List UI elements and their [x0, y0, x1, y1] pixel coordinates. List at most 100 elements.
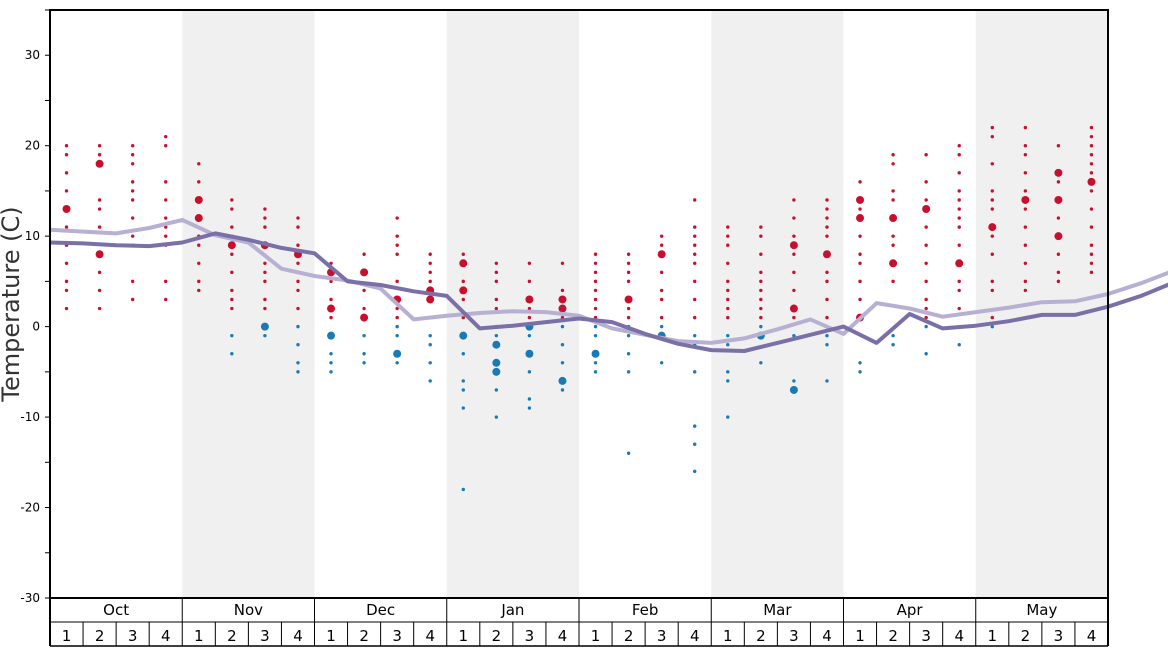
- data-point: [395, 252, 399, 256]
- data-point: [197, 288, 201, 293]
- data-point: [759, 324, 763, 329]
- data-point: [164, 225, 168, 229]
- data-point: [64, 306, 69, 311]
- data-point: [792, 270, 796, 275]
- data-point: [825, 270, 829, 275]
- data-point: [459, 331, 468, 340]
- data-point: [227, 241, 236, 250]
- data-point: [593, 333, 598, 338]
- data-point: [130, 297, 135, 302]
- data-point: [494, 333, 499, 338]
- week-label: 4: [293, 627, 303, 645]
- data-point: [759, 315, 763, 320]
- data-point: [560, 288, 565, 293]
- data-point: [194, 195, 203, 204]
- data-point: [1054, 195, 1063, 204]
- data-point: [759, 306, 763, 311]
- week-label: 4: [558, 627, 568, 645]
- data-point: [230, 225, 234, 229]
- data-point: [64, 153, 69, 157]
- data-point: [693, 424, 697, 428]
- data-point: [990, 198, 994, 202]
- data-point: [97, 225, 102, 229]
- data-point: [1087, 177, 1096, 186]
- data-point: [1089, 171, 1094, 175]
- data-point: [64, 143, 69, 148]
- data-point: [990, 189, 994, 193]
- data-point: [858, 261, 862, 265]
- week-label: 4: [425, 627, 435, 645]
- data-point: [825, 333, 829, 338]
- data-point: [263, 333, 267, 338]
- data-point: [726, 243, 730, 247]
- data-point: [428, 261, 432, 265]
- data-point: [957, 216, 961, 220]
- data-point: [428, 343, 432, 347]
- week-label: 2: [95, 627, 105, 645]
- data-point: [858, 370, 862, 374]
- data-point: [792, 379, 796, 383]
- data-point: [459, 259, 468, 268]
- data-point: [130, 279, 135, 284]
- data-point: [626, 270, 631, 275]
- data-point: [957, 171, 961, 175]
- data-point: [626, 279, 631, 284]
- data-point: [362, 288, 366, 293]
- data-point: [659, 270, 664, 275]
- data-point: [825, 297, 829, 302]
- data-point: [789, 385, 798, 394]
- data-point: [130, 189, 135, 193]
- data-point: [759, 361, 763, 365]
- week-label: 3: [525, 627, 535, 645]
- data-point: [263, 297, 267, 302]
- y-tick-label: 30: [25, 48, 40, 62]
- data-point: [858, 297, 862, 302]
- data-point: [593, 297, 598, 302]
- data-point: [792, 216, 796, 220]
- data-point: [327, 304, 336, 313]
- data-point: [164, 143, 168, 148]
- data-point: [726, 297, 730, 302]
- data-point: [693, 279, 697, 284]
- data-point: [626, 306, 631, 311]
- data-point: [990, 162, 994, 166]
- data-point: [395, 361, 399, 365]
- data-point: [95, 250, 104, 259]
- data-point: [130, 180, 135, 184]
- data-point: [957, 198, 961, 202]
- data-point: [494, 279, 499, 284]
- data-point: [64, 279, 69, 284]
- data-point: [1023, 143, 1028, 148]
- data-point: [891, 189, 895, 193]
- data-point: [1089, 225, 1094, 229]
- data-point: [560, 388, 565, 392]
- data-point: [1023, 207, 1028, 211]
- data-point: [164, 234, 168, 238]
- x-axis: Oct 1 2 3 4 Nov 1 2 3 4 Dec 1 2 3 4 Jan 1 2 3 4 Feb 1 2 3 4 Mar 1 2…: [49, 598, 1109, 647]
- week-label: 2: [492, 627, 502, 645]
- data-point: [1089, 261, 1094, 265]
- month-label: Apr: [897, 601, 924, 619]
- y-tick-label: -10: [20, 410, 40, 424]
- data-point: [693, 469, 697, 474]
- data-point: [64, 189, 69, 193]
- data-point: [62, 205, 71, 214]
- data-point: [593, 370, 598, 374]
- data-point: [988, 223, 997, 232]
- data-point: [759, 279, 763, 284]
- data-point: [1023, 288, 1028, 293]
- data-point: [626, 352, 631, 356]
- data-point: [924, 261, 928, 265]
- data-point: [593, 306, 598, 311]
- data-point: [693, 370, 697, 374]
- data-point: [659, 324, 664, 329]
- data-point: [693, 252, 697, 256]
- data-point: [825, 315, 829, 320]
- data-point: [990, 288, 994, 293]
- data-point: [296, 243, 300, 247]
- data-point: [693, 243, 697, 247]
- data-point: [825, 207, 829, 211]
- data-point: [789, 304, 798, 313]
- data-point: [891, 162, 895, 166]
- data-point: [825, 216, 829, 220]
